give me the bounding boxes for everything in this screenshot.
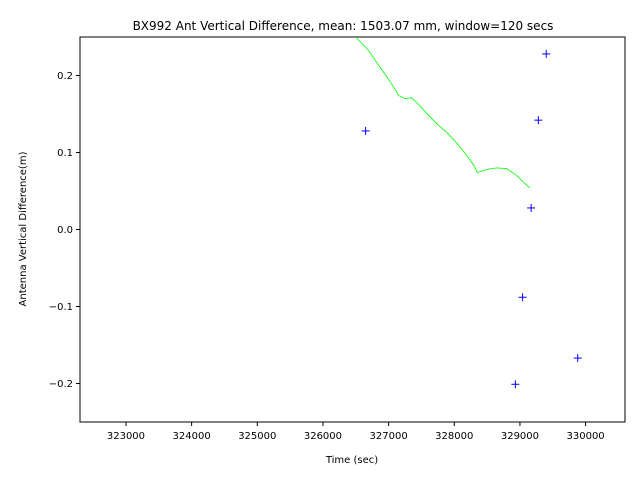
x-tick-label: 328000: [435, 431, 473, 442]
data-point-marker: [518, 293, 527, 302]
data-point-marker: [534, 116, 543, 125]
x-tick-label: 327000: [370, 431, 408, 442]
data-point-marker: [527, 203, 536, 212]
series-line: [355, 37, 531, 189]
x-tick-label: 323000: [107, 431, 145, 442]
y-tick-label: −0.2: [49, 379, 73, 390]
x-tick-label: 324000: [173, 431, 211, 442]
y-tick-label: 0.0: [57, 225, 73, 236]
x-axis: 323000 324000 325000 326000 327000 328000 3290…: [107, 422, 605, 442]
x-tick-label: 330000: [567, 431, 605, 442]
data-point-marker: [361, 126, 370, 135]
y-tick-label: 0.2: [57, 71, 73, 82]
x-axis-label: Time (sec): [325, 455, 378, 466]
y-tick-label: 0.1: [57, 148, 73, 159]
x-tick-label: 326000: [304, 431, 342, 442]
series-layer: [355, 37, 582, 389]
data-point-marker: [542, 49, 551, 58]
x-tick-label: 329000: [501, 431, 539, 442]
data-point-marker: [573, 354, 582, 363]
y-axis: −0.2 −0.1 0.0 0.1 0.2: [49, 71, 80, 390]
chart-title: BX992 Ant Vertical Difference, mean: 150…: [133, 19, 554, 33]
x-tick-label: 325000: [238, 431, 276, 442]
y-axis-label: Antenna Vertical Difference(m): [18, 151, 29, 306]
y-tick-label: −0.1: [49, 302, 73, 313]
data-point-marker: [511, 380, 520, 389]
